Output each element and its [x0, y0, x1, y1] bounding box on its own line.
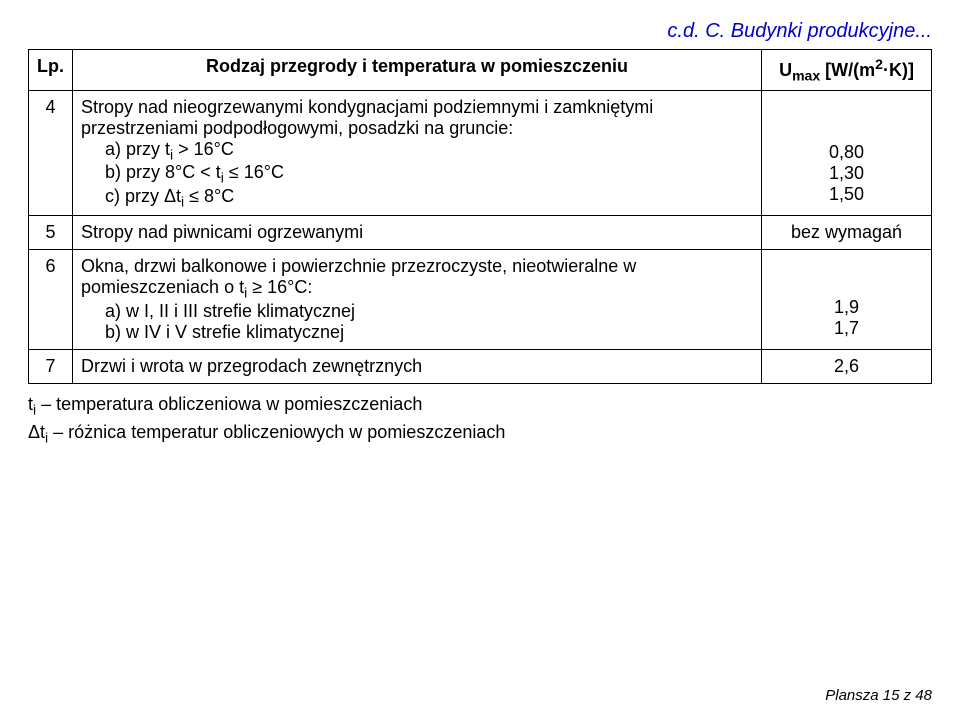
table-row: 5Stropy nad piwnicami ogrzewanymibez wym…	[29, 216, 932, 250]
cell-val: 1,91,7	[762, 250, 932, 350]
cell-val: 0,801,301,50	[762, 90, 932, 216]
cell-desc: Stropy nad nieogrzewanymi kondygnacjami …	[73, 90, 762, 216]
note-line: ti – temperatura obliczeniowa w pomieszc…	[28, 394, 932, 418]
cell-desc: Drzwi i wrota w przegrodach zewnętrznych	[73, 349, 762, 383]
footer-notes: ti – temperatura obliczeniowa w pomieszc…	[28, 394, 932, 445]
cell-val: 2,6	[762, 349, 932, 383]
note-line: Δti – różnica temperatur obliczeniowych …	[28, 422, 932, 446]
table-row: 4Stropy nad nieogrzewanymi kondygnacjami…	[29, 90, 932, 216]
page-footer: Plansza 15 z 48	[825, 687, 932, 704]
table-body: 4Stropy nad nieogrzewanymi kondygnacjami…	[29, 90, 932, 383]
cell-lp: 5	[29, 216, 73, 250]
cell-lp: 4	[29, 90, 73, 216]
col-val: Umax [W/(m2·K)]	[762, 50, 932, 91]
col-desc: Rodzaj przegrody i temperatura w pomiesz…	[73, 50, 762, 91]
cell-val: bez wymagań	[762, 216, 932, 250]
cell-lp: 7	[29, 349, 73, 383]
section-header: c.d. C. Budynki produkcyjne...	[667, 20, 932, 43]
data-table: Lp. Rodzaj przegrody i temperatura w pom…	[28, 49, 932, 384]
table-header-row: Lp. Rodzaj przegrody i temperatura w pom…	[29, 50, 932, 91]
cell-desc: Okna, drzwi balkonowe i powierzchnie prz…	[73, 250, 762, 350]
cell-desc: Stropy nad piwnicami ogrzewanymi	[73, 216, 762, 250]
cell-lp: 6	[29, 250, 73, 350]
table-row: 6Okna, drzwi balkonowe i powierzchnie pr…	[29, 250, 932, 350]
table-row: 7Drzwi i wrota w przegrodach zewnętrznyc…	[29, 349, 932, 383]
col-lp: Lp.	[29, 50, 73, 91]
